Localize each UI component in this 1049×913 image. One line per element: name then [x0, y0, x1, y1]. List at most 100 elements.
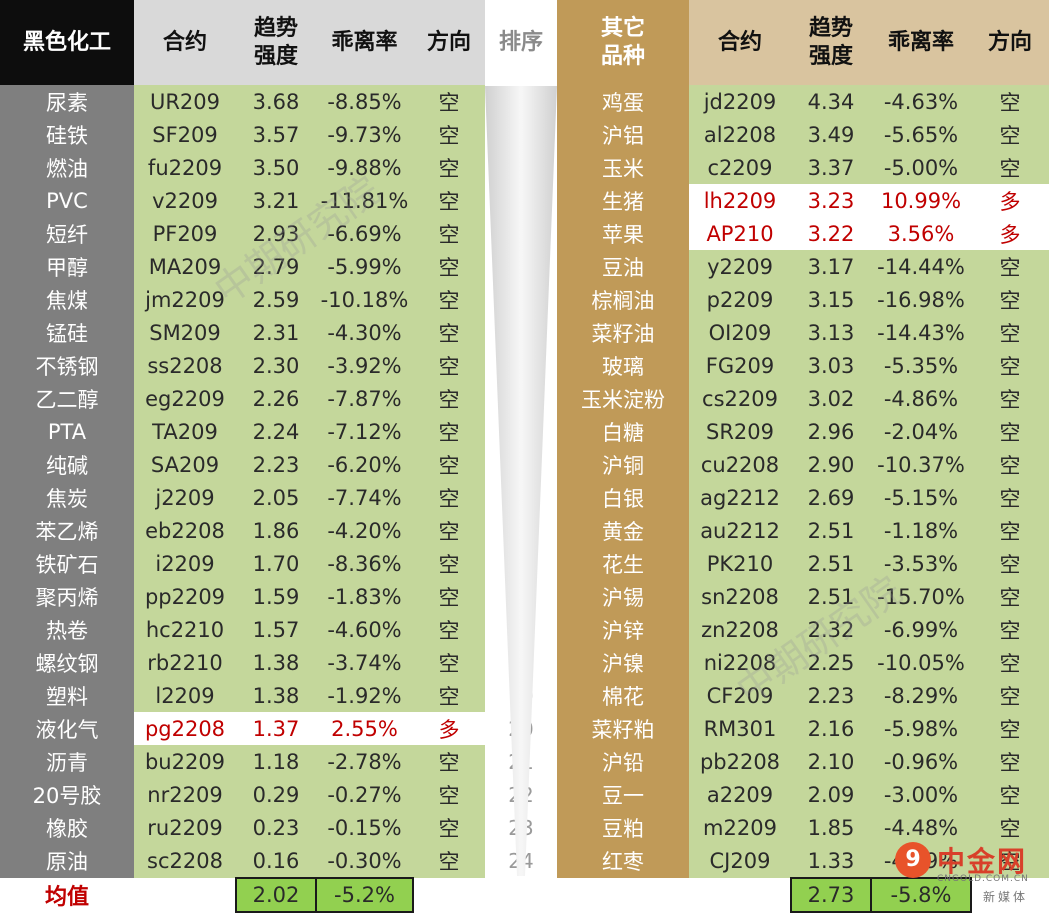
- left-contract-code: ru2209: [134, 811, 236, 844]
- right-trend-strength: 4.34: [791, 85, 871, 118]
- right-direction: 空: [971, 151, 1049, 184]
- left-product-name: 20号胶: [0, 778, 134, 811]
- right-product-name: 黄金: [557, 514, 689, 547]
- right-deviation: -3.00%: [871, 778, 971, 811]
- left-trend-average: 2.02: [235, 877, 317, 913]
- right-deviation: -5.00%: [871, 151, 971, 184]
- right-product-name: 菜籽粕: [557, 712, 689, 745]
- right-trend-strength: 3.22: [791, 217, 871, 250]
- right-direction: 空: [971, 613, 1049, 646]
- left-deviation: -8.36%: [316, 547, 413, 580]
- right-trend-strength: 2.32: [791, 613, 871, 646]
- left-contract-code: jm2209: [134, 283, 236, 316]
- left-deviation: -3.92%: [316, 349, 413, 382]
- right-contract-code: CF209: [689, 679, 791, 712]
- left-product-name: 热卷: [0, 613, 134, 646]
- right-trend-strength: 2.51: [791, 514, 871, 547]
- table-row: 焦煤jm22092.59-10.18%空7棕榈油p22093.15-16.98%…: [0, 283, 1049, 316]
- left-contract-code: SM209: [134, 316, 236, 349]
- right-product-name: 花生: [557, 547, 689, 580]
- right-product-name: 苹果: [557, 217, 689, 250]
- right-contract-code: a2209: [689, 778, 791, 811]
- left-trend-strength: 0.16: [236, 844, 316, 878]
- left-trend-strength: 1.86: [236, 514, 316, 547]
- right-deviation: -6.99%: [871, 613, 971, 646]
- left-trend-strength: 2.30: [236, 349, 316, 382]
- right-direction: 空: [971, 118, 1049, 151]
- right-direction: 空: [971, 811, 1049, 844]
- right-deviation-average: -5.8%: [870, 877, 972, 913]
- left-contract-code: UR209: [134, 85, 236, 118]
- right-product-name: 沪镍: [557, 646, 689, 679]
- right-trend-strength: 2.51: [791, 547, 871, 580]
- left-direction: 空: [413, 382, 485, 415]
- left-contract-code: MA209: [134, 250, 236, 283]
- right-product-name: 玻璃: [557, 349, 689, 382]
- left-direction: 空: [413, 184, 485, 217]
- left-trend-strength: 1.70: [236, 547, 316, 580]
- right-contract-code: AP210: [689, 217, 791, 250]
- right-trend-strength: 1.33: [791, 844, 871, 878]
- left-contract-code: PF209: [134, 217, 236, 250]
- left-deviation: -0.27%: [316, 778, 413, 811]
- left-contract-code: fu2209: [134, 151, 236, 184]
- brand-logo: 9 中金网 CNGOLD.COM.CN 新媒体: [893, 838, 1043, 910]
- left-contract-code: bu2209: [134, 745, 236, 778]
- right-deviation: -4.63%: [871, 85, 971, 118]
- left-direction: 空: [413, 349, 485, 382]
- left-deviation: -7.74%: [316, 481, 413, 514]
- right-direction: 空: [971, 415, 1049, 448]
- left-direction: 空: [413, 151, 485, 184]
- right-contract-code: m2209: [689, 811, 791, 844]
- left-direction: 空: [413, 415, 485, 448]
- left-trend-strength: 0.23: [236, 811, 316, 844]
- left-direction: 空: [413, 217, 485, 250]
- left-direction: 空: [413, 679, 485, 712]
- left-product-name: PTA: [0, 415, 134, 448]
- right-direction: 空: [971, 646, 1049, 679]
- left-product-name: 聚丙烯: [0, 580, 134, 613]
- left-contract-code: i2209: [134, 547, 236, 580]
- right-trend-strength: 3.02: [791, 382, 871, 415]
- right-product-name: 沪铜: [557, 448, 689, 481]
- right-direction: 空: [971, 283, 1049, 316]
- right-deviation: -1.18%: [871, 514, 971, 547]
- right-deviation: -5.15%: [871, 481, 971, 514]
- left-contract-code: SF209: [134, 118, 236, 151]
- left-trend-strength: 3.68: [236, 85, 316, 118]
- header-contract: 合约: [689, 0, 791, 85]
- right-product-name: 沪锡: [557, 580, 689, 613]
- left-trend-strength: 2.26: [236, 382, 316, 415]
- right-contract-code: RM301: [689, 712, 791, 745]
- right-deviation: -14.43%: [871, 316, 971, 349]
- right-direction: 空: [971, 349, 1049, 382]
- left-deviation: -2.78%: [316, 745, 413, 778]
- right-product-name: 生猪: [557, 184, 689, 217]
- left-trend-strength: 1.57: [236, 613, 316, 646]
- right-direction: 空: [971, 85, 1049, 118]
- left-trend-strength: 1.38: [236, 646, 316, 679]
- header-direction: 方向: [413, 0, 485, 85]
- logo-url: CNGOLD.COM.CN: [937, 874, 1029, 884]
- table-row: 聚丙烯pp22091.59-1.83%空16沪锡sn22082.51-15.70…: [0, 580, 1049, 613]
- left-product-name: 锰硅: [0, 316, 134, 349]
- right-trend-average: 2.73: [790, 877, 872, 913]
- header-direction: 方向: [971, 0, 1049, 85]
- left-deviation: -9.88%: [316, 151, 413, 184]
- table-row: 苯乙烯eb22081.86-4.20%空14黄金au22122.51-1.18%…: [0, 514, 1049, 547]
- left-direction: 空: [413, 811, 485, 844]
- right-contract-code: y2209: [689, 250, 791, 283]
- right-deviation: 3.56%: [871, 217, 971, 250]
- right-product-name: 沪锌: [557, 613, 689, 646]
- left-contract-code: nr2209: [134, 778, 236, 811]
- header-trend-strength: 趋势 强度: [236, 0, 316, 85]
- left-deviation: -1.83%: [316, 580, 413, 613]
- right-contract-code: ni2208: [689, 646, 791, 679]
- left-product-name: 沥青: [0, 745, 134, 778]
- right-deviation: -15.70%: [871, 580, 971, 613]
- right-deviation: -4.86%: [871, 382, 971, 415]
